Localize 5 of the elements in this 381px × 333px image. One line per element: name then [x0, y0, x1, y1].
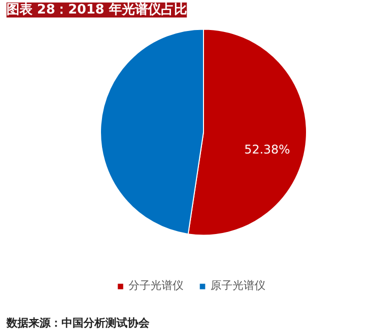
legend-label: 分子光谱仪: [128, 278, 184, 293]
legend-label: 原子光谱仪: [210, 278, 266, 293]
data-label: 52.38%: [244, 142, 290, 157]
source-note: 数据来源：中国分析测试协会: [6, 316, 150, 330]
chart-title: 图表 28：2018 年光谱仪占比: [6, 2, 187, 18]
